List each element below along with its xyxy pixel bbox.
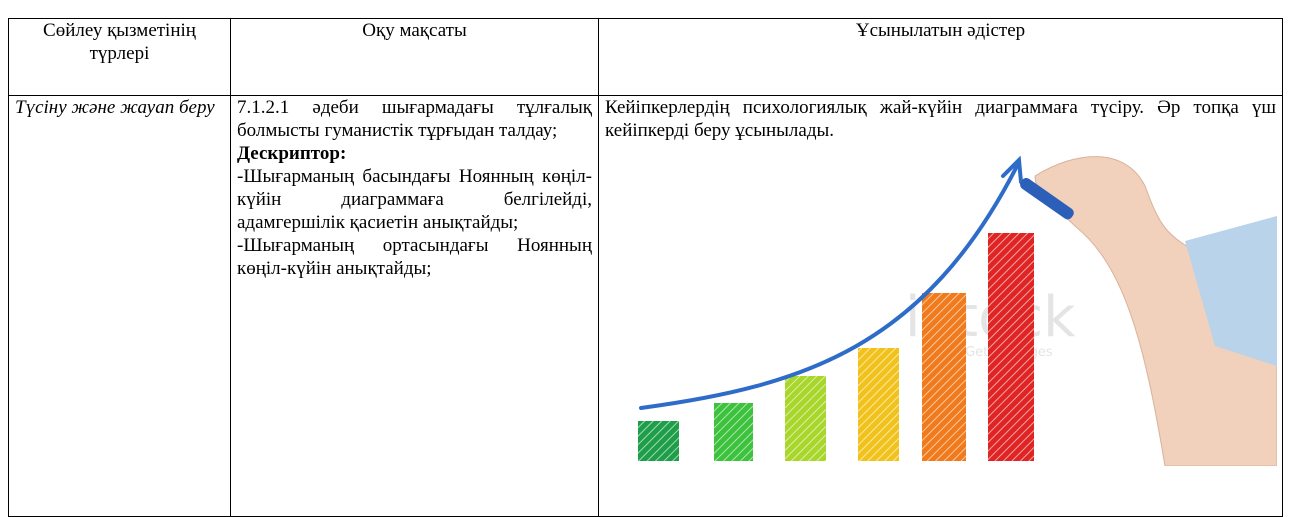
method-text: Кейіпкерлердің психологиялық жай-күйін д… bbox=[605, 96, 1276, 142]
cell: 7.1.2.1 әдеби шығармадағы тұлғалық болмы… bbox=[231, 96, 599, 517]
header-cell: Ұсынылатын әдістер bbox=[599, 19, 1283, 96]
cell: Түсіну және жауап беру bbox=[9, 96, 231, 517]
descriptor-heading: Дескриптор: bbox=[237, 142, 592, 165]
page: Сөйлеу қызметінің түрлері Оқу мақсаты Ұс… bbox=[0, 0, 1290, 499]
growth-illustration: iStock by Getty Images bbox=[605, 146, 1277, 466]
cell: Кейіпкерлердің психологиялық жай-күйін д… bbox=[599, 96, 1283, 517]
header-cell: Сөйлеу қызметінің түрлері bbox=[9, 19, 231, 96]
descriptor-item: -Шығарманың басындағы Ноянның көңіл-күйі… bbox=[237, 165, 592, 234]
body-row: Түсіну және жауап беру 7.1.2.1 әдеби шығ… bbox=[9, 96, 1283, 517]
header-cell: Оқу мақсаты bbox=[231, 19, 599, 96]
header-row: Сөйлеу қызметінің түрлері Оқу мақсаты Ұс… bbox=[9, 19, 1283, 96]
objective: 7.1.2.1 әдеби шығармадағы тұлғалық болмы… bbox=[237, 96, 592, 142]
methods-table: Сөйлеу қызметінің түрлері Оқу мақсаты Ұс… bbox=[8, 18, 1283, 517]
descriptor-item: -Шығарманың ортасындағы Ноянның көңіл-кү… bbox=[237, 234, 592, 280]
activity-type: Түсіну және жауап беру bbox=[15, 96, 224, 119]
